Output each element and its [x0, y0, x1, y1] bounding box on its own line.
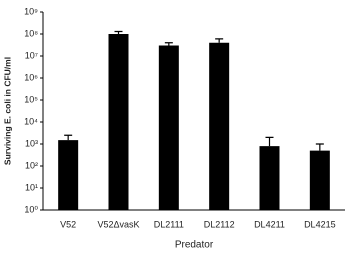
x-tick-label: DL2112 [204, 219, 235, 229]
x-tick-label: V52ΔvasK [97, 219, 139, 229]
x-tick-label: DL4215 [304, 219, 336, 229]
error-bar [215, 38, 224, 43]
error-bar [265, 136, 274, 147]
error-bar [114, 30, 123, 34]
y-tick-label: 10² [25, 160, 38, 170]
y-tick-label: 10⁷ [25, 50, 38, 60]
y-tick-label: 10⁵ [24, 94, 38, 104]
y-tick-label: 10⁰ [24, 204, 38, 214]
y-tick-label: 10³ [25, 138, 38, 148]
x-tick-label: DL4211 [254, 219, 285, 229]
bar [259, 146, 280, 210]
bar [108, 34, 129, 210]
error-bar [64, 134, 73, 141]
y-tick-label: 10⁶ [24, 72, 38, 82]
error-bar [315, 143, 324, 151]
x-tick-label: V52 [60, 219, 76, 229]
error-bar [164, 42, 173, 46]
y-axis-label: Surviving E. coli in CFU/ml [2, 57, 12, 165]
bar [58, 140, 79, 210]
y-tick-label: 10⁴ [24, 116, 38, 126]
x-axis-label: Predator [175, 240, 214, 251]
bar [158, 45, 179, 211]
y-tick-label: 10¹ [25, 182, 38, 192]
y-tick-label: 10⁸ [24, 28, 38, 38]
y-tick-label: 10⁹ [24, 6, 38, 16]
x-tick-label: DL2111 [154, 219, 184, 229]
bar [309, 150, 330, 210]
bar [209, 42, 230, 210]
